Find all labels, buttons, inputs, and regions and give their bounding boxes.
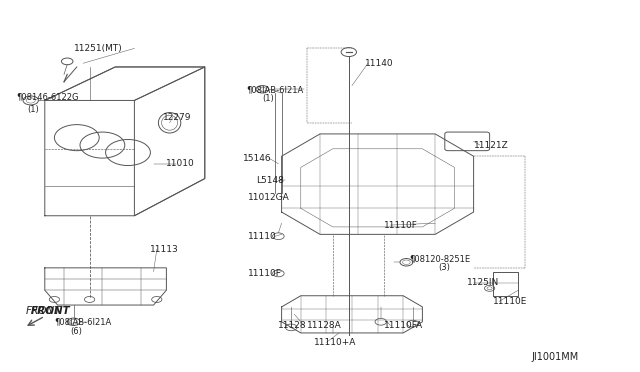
Text: ¶08146-6122G: ¶08146-6122G: [16, 92, 79, 101]
Text: 11012GA: 11012GA: [248, 193, 289, 202]
Text: 11110: 11110: [248, 232, 277, 241]
Text: 11110E: 11110E: [493, 297, 527, 306]
Text: FRONT: FRONT: [26, 306, 61, 315]
Text: 15146: 15146: [243, 154, 272, 163]
Text: 11110F: 11110F: [384, 221, 418, 230]
Text: 11110FA: 11110FA: [384, 321, 423, 330]
Text: 11140: 11140: [365, 59, 394, 68]
Text: 11110+A: 11110+A: [314, 338, 356, 347]
Text: L5148: L5148: [256, 176, 284, 185]
Text: (1): (1): [262, 94, 274, 103]
Text: 11121Z: 11121Z: [474, 141, 508, 150]
Text: 1125IN: 1125IN: [467, 278, 499, 287]
Text: 11010: 11010: [166, 159, 195, 168]
Text: 12279: 12279: [163, 113, 192, 122]
Text: JI1001MM: JI1001MM: [531, 352, 579, 362]
Text: ¶08120-8251E: ¶08120-8251E: [410, 254, 471, 263]
Text: (6): (6): [70, 327, 83, 336]
Text: 11251(MT): 11251(MT): [74, 44, 122, 53]
Text: FRONT: FRONT: [31, 306, 70, 315]
Text: (1): (1): [27, 105, 38, 114]
Text: 11110F: 11110F: [248, 269, 282, 278]
Text: ¶08IAB-6I21A: ¶08IAB-6I21A: [246, 85, 303, 94]
Text: (3): (3): [438, 263, 451, 272]
Text: 11128: 11128: [278, 321, 307, 330]
Text: 11128A: 11128A: [307, 321, 342, 330]
Text: ¶08IAB-6I21A: ¶08IAB-6I21A: [54, 317, 111, 326]
Text: 11113: 11113: [150, 245, 179, 254]
